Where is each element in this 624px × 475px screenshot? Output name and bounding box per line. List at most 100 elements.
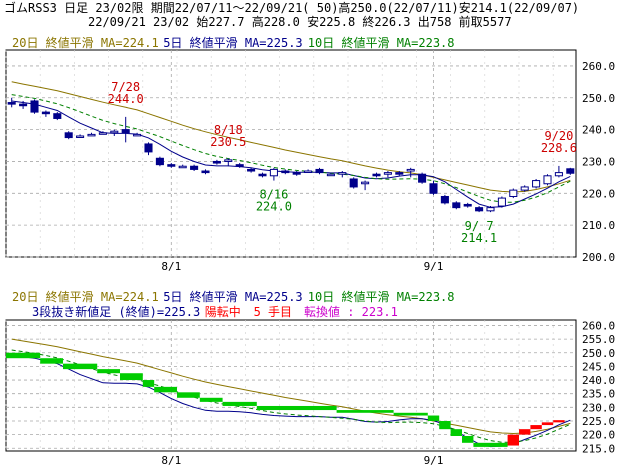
new-price-bar-13 [427,415,440,421]
top-ytick-label-3: 230.0 [582,155,615,168]
bottom-plot-frame [5,319,577,452]
candle-body [543,175,552,185]
bottom-legend-item-1: 5日 終値平滑 MA=225.3 [163,289,302,304]
candle-body [292,172,301,175]
top-ytick-label-2: 220.0 [582,187,615,200]
top-ytick-label-0: 200.0 [582,251,615,264]
candle-body [87,133,96,137]
bottom-ytick-label-3: 230.0 [582,401,615,414]
new-price-bar-1 [40,358,63,364]
candle-body [372,173,381,177]
candle-body [76,135,85,138]
candle-body [463,203,472,207]
bottom-legend-item-2: 10日 終値平滑 MA=223.8 [308,289,455,304]
header-ohlc: 22/09/21 23/02 始227.7 高228.0 安225.8 終226… [88,15,512,29]
top-ma-line-0 [11,81,571,193]
candle-body [315,168,324,174]
new-price-bar-22 [553,420,565,423]
new-price-bar-3 [97,369,120,374]
bottom-xtick-label-1: 9/1 [424,454,444,467]
candle-body [509,189,518,197]
candle-body [383,172,392,175]
top-ytick-label-5: 250.0 [582,92,615,105]
bottom-ytick-label-0: 215.0 [582,442,615,455]
candle-body [520,186,529,191]
bottom-ma-line-1 [11,355,571,448]
bottom-ytick-label-4: 235.0 [582,388,615,401]
candle-body [475,207,484,212]
new-price-bar-15 [450,429,462,436]
bottom-info-item-2: 5 手目 [254,305,292,319]
bottom-ytick-label-1: 220.0 [582,429,615,442]
candle-body [452,202,461,209]
candle-body [224,159,233,162]
price-annotation-0-1: 244.0 [108,92,144,106]
new-price-bar-17 [473,442,508,447]
bottom-xtick-label-0: 8/1 [161,454,181,467]
new-price-bar-21 [541,422,554,426]
candle-body [98,132,107,135]
new-price-bar-6 [154,386,177,393]
bottom-ma-line-2 [11,349,571,443]
header-title: ゴムRSS3 日足 23/02限 期間22/07/11～22/09/21( 50… [4,1,580,15]
new-price-bar-8 [199,397,223,402]
candle-body [497,197,506,207]
new-price-bar-20 [530,425,542,430]
new-price-bar-16 [462,435,474,443]
price-annotation-1-1: 230.5 [210,135,246,149]
candle-body [178,165,187,169]
candle-body [258,173,267,177]
candle-body [144,143,153,153]
top-ma-line-1 [11,100,571,208]
price-annotation-3-0: 8/16 [259,188,288,202]
candle-body [349,178,358,188]
top-legend-item-2: 10日 終値平滑 MA=223.8 [308,35,455,50]
price-annotation-2-0: 9/20 [544,129,573,143]
candle-body [167,164,176,167]
candle-body [269,168,278,177]
new-price-bar-19 [519,429,531,435]
candle-body [190,165,199,170]
top-ytick-label-4: 240.0 [582,124,615,137]
candle-body [53,113,62,119]
bottom-ytick-label-5: 240.0 [582,374,615,387]
bottom-ytick-label-2: 225.0 [582,415,615,428]
top-ytick-label-6: 260.0 [582,60,615,73]
top-ytick-label-1: 210.0 [582,219,615,232]
candle-body [7,102,16,105]
bottom-info-item-0: 3段抜き新値足 (終値)=225.3 [32,304,200,319]
candle-body [326,173,335,177]
candle-body [429,183,438,194]
candle-body [554,172,563,177]
candle-body [212,160,221,164]
candle-body [486,207,495,212]
bottom-ma-line-0 [11,338,571,435]
new-price-bar-11 [336,410,394,413]
candle-body [395,172,404,175]
new-price-bar-4 [120,373,143,381]
new-price-bar-18 [507,434,519,446]
bottom-info-item-1: 陽転中 [205,304,241,319]
candle-body [440,195,449,204]
candle-body [247,168,256,172]
bottom-ytick-label-8: 255.0 [582,333,615,346]
candle-body [133,133,142,137]
candle-body [30,100,39,113]
top-xtick-label-0: 8/1 [161,260,181,273]
price-annotation-4-1: 214.1 [461,231,497,245]
new-price-bar-10 [256,405,337,411]
price-annotation-1-0: 8/18 [214,123,243,137]
candle-body [64,132,73,139]
candle-body [155,157,164,166]
price-annotation-2-1: 228.6 [541,141,577,155]
candle-body [121,129,130,134]
bottom-legend-item-0: 20日 終値平滑 MA=224.1 [12,289,159,304]
new-price-bar-7 [177,392,200,398]
price-annotation-0-0: 7/28 [111,80,140,94]
new-price-bar-2 [63,363,98,370]
new-price-bar-panel: 20日 終値平滑 MA=224.1 5日 終値平滑 MA=225.3 10日 終値平… [5,289,615,467]
bottom-info-item-3: 転換値 : 223.1 [304,304,398,319]
bottom-ytick-label-7: 250.0 [582,347,615,360]
